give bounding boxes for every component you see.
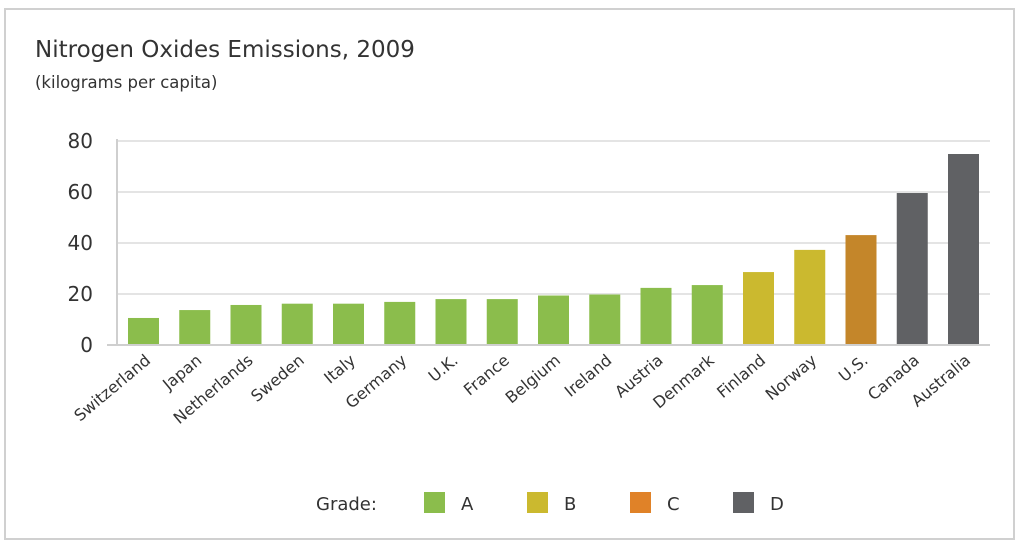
bar-canada xyxy=(896,193,928,345)
bar-germany xyxy=(384,301,416,345)
bar-japan xyxy=(179,310,211,345)
legend-swatch-a xyxy=(424,492,445,513)
chart-frame xyxy=(4,8,1015,540)
legend: Grade: A B C D xyxy=(316,492,784,515)
bar-belgium xyxy=(538,295,569,345)
bar-ireland xyxy=(589,294,621,345)
x-tick-label: Norway xyxy=(762,351,821,405)
legend-swatch-b xyxy=(527,492,548,513)
bar-switzerland xyxy=(128,317,159,345)
bar-sweden xyxy=(281,303,313,345)
legend-swatch-c xyxy=(630,492,651,513)
y-axis-ticks: 0 20 40 60 80 xyxy=(68,129,93,357)
x-tick-label: Finland xyxy=(713,351,769,402)
y-tick-label: 40 xyxy=(68,231,93,255)
legend-title: Grade: xyxy=(316,494,377,515)
bar-netherlands xyxy=(230,304,262,345)
bar-finland xyxy=(743,272,774,345)
bar-denmark xyxy=(691,285,723,345)
bar-austria xyxy=(640,287,672,345)
bar-australia xyxy=(948,154,979,345)
gridlines xyxy=(117,140,990,295)
legend-swatch-d xyxy=(733,492,754,513)
x-tick-label: Ireland xyxy=(561,351,616,401)
bar-norway xyxy=(794,249,826,345)
chart-subtitle: (kilograms per capita) xyxy=(35,73,218,92)
x-tick-label: Switzerland xyxy=(70,351,154,426)
legend-label: A xyxy=(461,494,474,515)
y-tick-label: 0 xyxy=(80,333,93,357)
y-tick-label: 80 xyxy=(68,129,93,153)
axes xyxy=(107,139,990,346)
x-tick-label: U.S. xyxy=(835,351,872,386)
x-tick-label: Sweden xyxy=(247,351,308,406)
legend-label: D xyxy=(770,494,784,515)
x-tick-label: Japan xyxy=(158,351,205,395)
bars xyxy=(128,154,979,345)
x-tick-label: Belgium xyxy=(502,351,564,408)
x-tick-label: U.K. xyxy=(425,351,462,386)
bar-uk xyxy=(435,299,467,345)
y-tick-label: 60 xyxy=(68,180,93,204)
legend-label: C xyxy=(667,494,680,515)
x-tick-label: Italy xyxy=(320,351,359,388)
bar-france xyxy=(486,299,518,345)
bar-italy xyxy=(333,303,364,345)
legend-label: B xyxy=(564,494,576,515)
bar-us xyxy=(845,235,877,345)
chart-title: Nitrogen Oxides Emissions, 2009 xyxy=(35,37,415,63)
y-tick-label: 20 xyxy=(68,282,93,306)
